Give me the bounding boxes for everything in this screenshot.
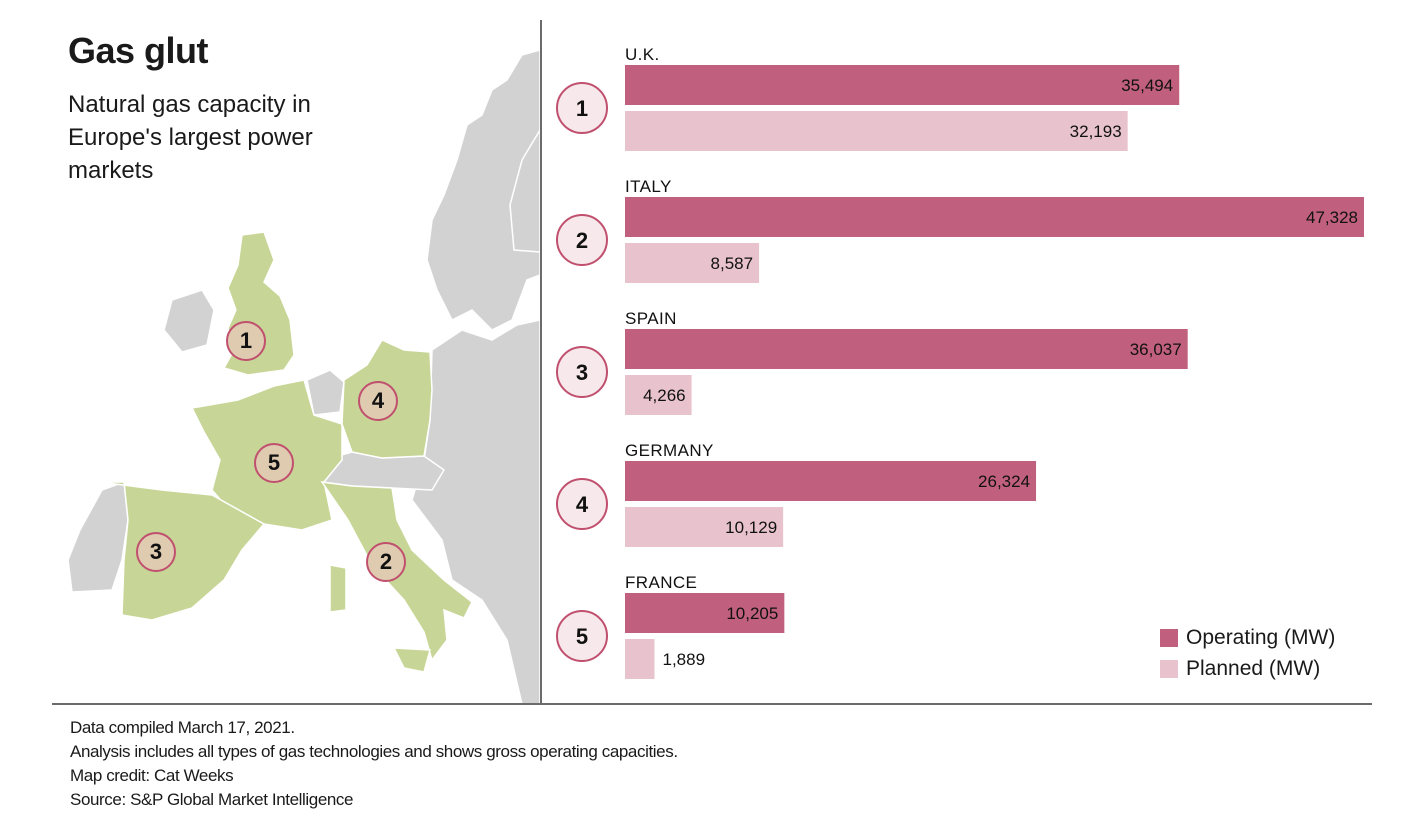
- rank-label: 3: [576, 360, 588, 385]
- legend-label-operating: Operating (MW): [1186, 625, 1336, 649]
- value-label: 26,324: [978, 472, 1030, 491]
- map-marker-label: 3: [150, 539, 162, 564]
- rank-circle: [556, 478, 608, 530]
- map-marker-3: 3: [136, 532, 176, 572]
- category-label: SPAIN: [625, 309, 677, 328]
- finland-shape: [509, 128, 540, 253]
- legend-swatch-operating: [1160, 628, 1178, 647]
- bar-planned: [625, 639, 655, 679]
- sardinia-shape: [329, 564, 347, 613]
- map-marker-5: 5: [254, 443, 294, 483]
- bar-planned: [625, 507, 784, 547]
- map-marker-1: 1: [226, 321, 266, 361]
- bar-operating: [625, 329, 1188, 369]
- bar-operating: [625, 65, 1180, 105]
- sicily-shape: [392, 647, 431, 673]
- rank-circle: [556, 214, 608, 266]
- bar-planned: [625, 375, 692, 415]
- bar-planned: [625, 243, 760, 283]
- footer-map-credit: Map credit: Cat Weeks: [70, 766, 234, 785]
- portugal-shape: [67, 480, 129, 593]
- rank-circle: [556, 82, 608, 134]
- bar-planned: [625, 111, 1128, 151]
- value-label: 35,494: [1121, 76, 1173, 95]
- bar-operating: [625, 593, 785, 633]
- scandinavia-shape: [426, 49, 540, 331]
- value-label: 4,266: [643, 386, 686, 405]
- bar-operating: [625, 461, 1037, 501]
- value-label: 47,328: [1306, 208, 1358, 227]
- panel-divider: [540, 20, 542, 704]
- footer-divider: [52, 703, 1372, 705]
- map-marker-label: 4: [372, 388, 385, 413]
- map-marker-2: 2: [366, 542, 406, 582]
- value-label: 1,889: [662, 650, 705, 669]
- category-label: GERMANY: [625, 441, 714, 460]
- value-label: 8,587: [711, 254, 754, 273]
- category-label: ITALY: [625, 177, 672, 196]
- category-label: U.K.: [625, 45, 660, 64]
- rank-label: 2: [576, 228, 588, 253]
- rank-label: 5: [576, 624, 588, 649]
- spain-shape: [99, 481, 266, 621]
- rank-label: 1: [576, 96, 588, 121]
- footer-source: Source: S&P Global Market Intelligence: [70, 790, 354, 809]
- map-marker-label: 2: [380, 549, 392, 574]
- map-marker-4: 4: [358, 381, 398, 421]
- map-marker-label: 1: [240, 328, 252, 353]
- legend-item-planned: Planned (MW): [1160, 653, 1335, 684]
- category-label: FRANCE: [625, 573, 697, 592]
- bar-operating: [625, 197, 1364, 237]
- legend-label-planned: Planned (MW): [1186, 656, 1321, 680]
- footer-date: Data compiled March 17, 2021.: [70, 718, 295, 737]
- bar-chart: U.K. 1 35,494 32,193 ITALY 2 47,328 8,587 SPAIN 3…: [556, 45, 1364, 679]
- chart-subtitle: Natural gas capacity in Europe's largest…: [68, 91, 313, 184]
- map-marker-label: 5: [268, 450, 280, 475]
- footer-notes: Data compiled March 17, 2021. Analysis i…: [70, 716, 678, 812]
- value-label: 32,193: [1070, 122, 1122, 141]
- rank-circle: [556, 610, 608, 662]
- rank-label: 4: [576, 492, 589, 517]
- ireland-shape: [163, 289, 215, 353]
- legend-swatch-planned: [1160, 659, 1178, 678]
- chart-legend: Operating (MW) Planned (MW): [1160, 622, 1335, 684]
- value-label: 10,205: [726, 604, 778, 623]
- value-label: 36,037: [1130, 340, 1182, 359]
- value-label: 10,129: [725, 518, 777, 537]
- legend-item-operating: Operating (MW): [1160, 622, 1335, 653]
- rank-circle: [556, 346, 608, 398]
- footer-analysis-note: Analysis includes all types of gas techn…: [70, 742, 678, 761]
- europe-map: 1 4 5 3 2: [67, 49, 540, 704]
- other-countries: [67, 49, 540, 704]
- chart-title: Gas glut: [68, 30, 209, 71]
